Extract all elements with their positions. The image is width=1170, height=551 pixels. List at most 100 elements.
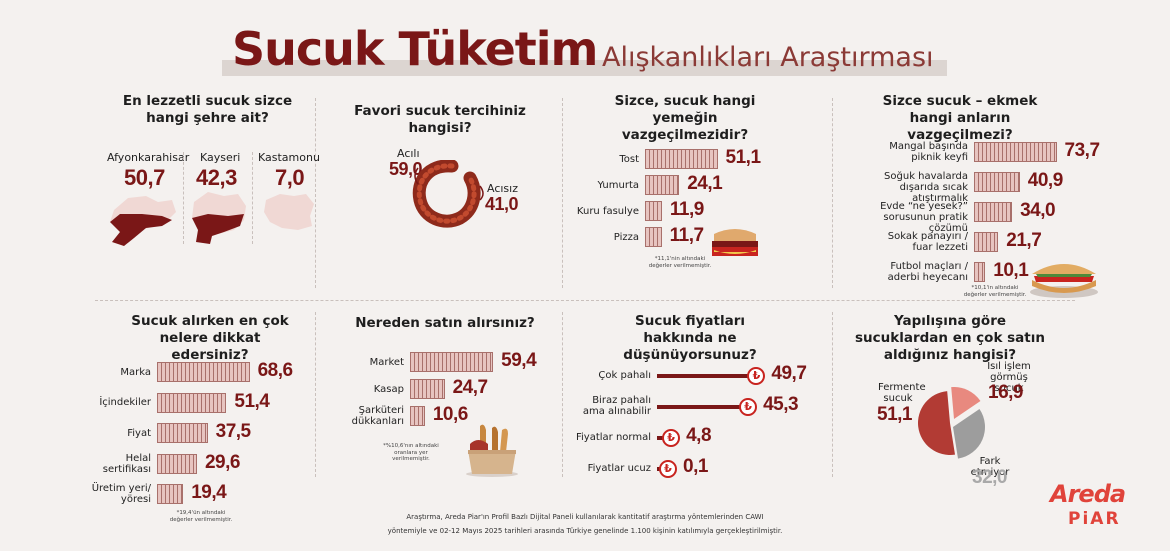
label-acisiz: Acısız — [487, 182, 518, 195]
bar-label: Kasap — [344, 384, 404, 395]
bar-label: Futbol maçları / aderbi heyecanı — [858, 261, 968, 283]
bar — [974, 232, 999, 252]
bar-label-line: sorusunun pratik çözümü — [883, 212, 968, 234]
bar-label-line: ama alınabilir — [582, 406, 651, 417]
bread-bag-icon — [466, 424, 518, 477]
price-bar — [657, 374, 752, 378]
bar-label-line: piknik keyfi — [911, 152, 968, 163]
page-title: Sucuk Tüketim — [232, 22, 598, 76]
bar-label: Pizza — [559, 232, 639, 243]
bar-value: 24,1 — [687, 173, 723, 194]
sucuk-ring-icon — [412, 160, 484, 228]
question-attention: Sucuk alırken en çok nelere dikkat eders… — [131, 313, 289, 363]
bar-value: 10,1 — [993, 260, 1029, 281]
value-acili: 59,0 — [389, 159, 423, 179]
question-type: Yapılışına göre sucuklardan en çok satın… — [855, 313, 1045, 363]
sucuk-pie-icon — [918, 387, 985, 459]
bar — [410, 406, 425, 426]
divider — [832, 98, 833, 288]
bar-value: 40,9 — [1027, 170, 1063, 191]
note: *10,1'in altındaki değerler verilmemişti… — [963, 285, 1027, 298]
bar-label: Kuru fasulye — [559, 206, 639, 217]
divider — [183, 152, 184, 244]
question-where: Nereden satın alırsınız? — [355, 315, 535, 331]
sandwich-icon — [712, 229, 758, 256]
bar-label-line: Üretim yeri/ — [91, 483, 151, 494]
lira-sign-icon: ₺ — [662, 429, 681, 447]
bar — [645, 149, 718, 169]
turkey-map-region-icon — [110, 196, 176, 246]
bar-value: 10,6 — [432, 404, 468, 425]
bar-label-line: Kasap — [373, 383, 404, 395]
pie-value-fark: 32,0 — [972, 467, 1007, 488]
question-prices: Sucuk fiyatları hakkında ne düşünüyorsun… — [623, 313, 757, 363]
bar — [410, 379, 445, 399]
price-label: Fiyatlar ucuz — [561, 463, 651, 474]
city-value: 7,0 — [275, 165, 305, 190]
bar-label-line: Pizza — [613, 231, 639, 243]
bar-label: Soğuk havalarda dışarıda sıcak atıştırmal… — [858, 171, 968, 204]
pie-label-fark: Fark etmiyor — [970, 456, 1010, 478]
question-meals: Sizce, sucuk hangi yemeğin vazgeçilmezid… — [614, 93, 756, 143]
bar-value: 34,0 — [1020, 200, 1056, 221]
bar-label-line: Marka — [120, 366, 151, 378]
question-cities: En lezzetli sucuk sizce hangi şehre ait? — [122, 93, 293, 126]
lira-sign-icon: ₺ — [747, 367, 766, 385]
bar-label: Tost — [559, 154, 639, 165]
lira-sign-icon: ₺ — [659, 460, 677, 478]
note: *%10,6'nın altındaki oranlara yer verilm… — [383, 443, 439, 462]
bar — [974, 142, 1057, 162]
pie-value-fermente: 51,1 — [877, 404, 912, 425]
bar-label-line: Fiyatlar normal — [575, 431, 651, 443]
bar-label-line: fuar lezzeti — [912, 242, 968, 253]
turkey-map-region-icon — [264, 194, 314, 230]
pie-label-fermente: Fermente sucuk — [878, 382, 926, 404]
divider — [315, 312, 316, 477]
bar-label-line: Sokak panayırı / — [887, 231, 968, 242]
bar-label-line: Şarküteri — [358, 405, 404, 416]
bar-value: 24,7 — [452, 377, 488, 398]
bar-value: 11,7 — [669, 225, 704, 246]
bar-value: 73,7 — [1064, 140, 1100, 161]
bar-label: Yumurta — [559, 180, 639, 191]
bar-value: 51,1 — [725, 147, 761, 168]
bar — [645, 227, 662, 247]
bar-label-line: Futbol maçları / — [890, 261, 968, 272]
bar — [645, 201, 662, 221]
bar — [157, 484, 184, 504]
bar-label-line: Soğuk havalarda — [884, 171, 968, 182]
bar — [157, 453, 197, 474]
bar-label-line: Market — [369, 356, 404, 368]
pie-slice — [953, 409, 985, 459]
city-value: 50,7 — [124, 165, 165, 190]
bar-value: 29,6 — [204, 451, 240, 473]
bar — [410, 352, 494, 372]
footer-note: Araştırma, Areda Piar'ın Profil Bazlı Di… — [360, 510, 810, 538]
note: *19,4'ün altındaki değerler verilmemişti… — [169, 510, 233, 523]
lira-sign-icon: ₺ — [739, 398, 758, 416]
divider — [832, 312, 833, 477]
pie-value-isil: 16,9 — [988, 382, 1023, 403]
bar-label-line: aderbi heyecanı — [887, 272, 968, 283]
bar — [645, 175, 680, 195]
logo-top: Areda — [1050, 480, 1126, 508]
city-value: 42,3 — [196, 165, 237, 190]
city-name: Kayseri — [200, 151, 241, 164]
bar-value: 11,9 — [669, 199, 704, 220]
turkey-map-region-icon — [192, 192, 246, 244]
price-label: Çok pahalı — [561, 370, 651, 381]
bar-label: Fiyat — [91, 428, 151, 439]
city-name: Afyonkarahisar — [107, 151, 190, 164]
price-value: 0,1 — [683, 456, 708, 477]
pie-label-line: sucuk — [883, 393, 913, 404]
page-subtitle: Alışkanlıkları Araştırması — [602, 42, 934, 73]
bar-label-line: Çok pahalı — [598, 369, 651, 381]
bar-label-line: Fiyat — [127, 427, 151, 439]
bar-label: Şarküteri dükkanları — [344, 405, 404, 427]
bar-value: 19,4 — [191, 482, 227, 503]
bar-label-line: Biraz pahalı — [592, 395, 651, 406]
bar-label: Evde “ne yesek?” sorusunun pratik çözümü — [858, 201, 968, 234]
label-acili: Acılı — [397, 147, 420, 160]
bar-value: 21,7 — [1006, 230, 1042, 251]
pie-label-line: görmüş sucuk — [990, 372, 1028, 394]
